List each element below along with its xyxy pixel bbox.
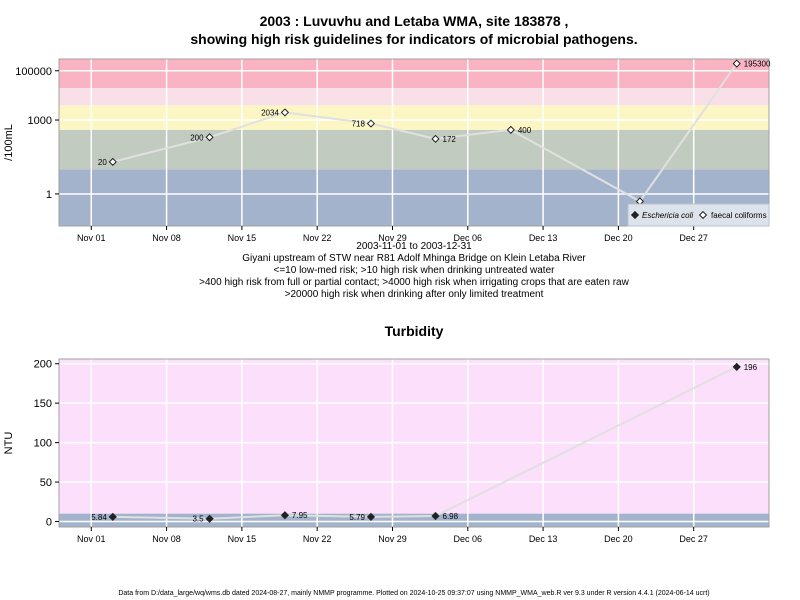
data-label: 7.95 bbox=[292, 511, 308, 520]
x-tick-label: Dec 06 bbox=[454, 534, 483, 544]
x-tick-label: Nov 22 bbox=[303, 534, 332, 544]
data-label: 2034 bbox=[261, 108, 279, 117]
y-tick-label: 1000 bbox=[28, 115, 52, 127]
y-tick-label: 50 bbox=[40, 477, 52, 489]
risk-band bbox=[59, 359, 769, 514]
data-label: 3.5 bbox=[192, 515, 204, 524]
chart-title-line2: showing high risk guidelines for indicat… bbox=[190, 31, 637, 47]
data-point bbox=[108, 512, 117, 521]
data-point bbox=[205, 133, 214, 142]
y-axis-label: NTU bbox=[3, 432, 15, 455]
x-tick-label: Dec 20 bbox=[604, 534, 633, 544]
microbial-chart-panel: 1 1000 100000 Nov 01 Nov 08 Nov 15 Nov 22 Nov 2… bbox=[3, 58, 771, 243]
series-line bbox=[112, 365, 738, 520]
x-tick-label: Nov 15 bbox=[228, 233, 257, 243]
turbidity-chart-panel: 0 50 100 150 200 Nov 01 Nov 08 Nov 15 Nov 22 Nov … bbox=[3, 358, 770, 544]
x-tick-label: Nov 22 bbox=[303, 233, 332, 243]
y-tick-label: 100 bbox=[34, 438, 52, 450]
data-point bbox=[280, 108, 290, 117]
chart-title-line1: 2003 : Luvuvhu and Letaba WMA, site 1838… bbox=[260, 13, 569, 29]
legend-label-faecal: faecal coliforms bbox=[711, 211, 767, 220]
data-label: 172 bbox=[443, 135, 457, 144]
y-axis-label: /100mL bbox=[3, 124, 15, 161]
x-tick-label: Nov 29 bbox=[378, 534, 407, 544]
risk-band bbox=[59, 87, 769, 106]
data-point bbox=[732, 362, 741, 371]
data-point bbox=[108, 157, 117, 166]
caption-risk-2: >400 high risk from full or partial cont… bbox=[199, 277, 629, 288]
data-label: 195300 bbox=[744, 60, 771, 69]
x-tick-label: Dec 20 bbox=[604, 233, 633, 243]
x-tick-label: Nov 29 bbox=[378, 233, 407, 243]
legend-marker-ecoli bbox=[630, 210, 640, 220]
data-label: 5.84 bbox=[91, 513, 107, 522]
caption-risk-3: >20000 high risk when drinking after onl… bbox=[285, 289, 544, 300]
data-point bbox=[431, 511, 440, 521]
y-tick-label: 1 bbox=[46, 189, 52, 201]
y-tick-label: 0 bbox=[46, 516, 52, 528]
data-point bbox=[431, 134, 440, 143]
legend-marker-faecal bbox=[698, 210, 708, 220]
risk-band bbox=[59, 105, 769, 130]
legend-box bbox=[627, 203, 770, 227]
caption-risk-1: <=10 low-med risk; >10 high risk when dr… bbox=[274, 265, 556, 276]
data-point bbox=[506, 125, 515, 134]
x-tick-label: Nov 08 bbox=[152, 233, 181, 243]
caption-date-range: 2003-11-01 to 2003-12-31 bbox=[356, 241, 472, 252]
y-tick-label: 100000 bbox=[15, 66, 52, 78]
data-point bbox=[366, 512, 376, 522]
data-label: 6.98 bbox=[443, 512, 459, 521]
x-tick-label: Nov 01 bbox=[77, 233, 106, 243]
x-tick-label: Dec 13 bbox=[529, 534, 558, 544]
data-point bbox=[280, 511, 290, 520]
data-label: 200 bbox=[190, 133, 204, 142]
risk-band bbox=[59, 59, 769, 88]
x-tick-label: Dec 06 bbox=[454, 233, 483, 243]
data-point bbox=[732, 59, 741, 68]
turbidity-title: Turbidity bbox=[385, 323, 444, 339]
y-tick-label: 150 bbox=[34, 398, 52, 410]
data-label: 5.79 bbox=[349, 513, 365, 522]
plot-border bbox=[58, 58, 770, 227]
x-tick-label: Dec 27 bbox=[679, 534, 708, 544]
legend-label-ecoli: Eschericia coli bbox=[642, 211, 693, 220]
x-tick-label: Nov 01 bbox=[77, 534, 106, 544]
legend: Eschericia coli faecal coliforms bbox=[627, 203, 770, 227]
risk-band bbox=[59, 129, 769, 170]
x-tick-label: Dec 27 bbox=[679, 233, 708, 243]
data-point bbox=[205, 514, 214, 523]
data-point bbox=[366, 119, 376, 128]
data-label: 400 bbox=[518, 126, 532, 135]
x-tick-label: Nov 08 bbox=[152, 534, 181, 544]
x-tick-label: Dec 13 bbox=[529, 233, 558, 243]
data-label: 20 bbox=[98, 158, 107, 167]
data-label: 718 bbox=[352, 120, 366, 129]
x-tick-label: Nov 15 bbox=[228, 534, 257, 544]
y-tick-label: 200 bbox=[34, 359, 52, 371]
caption-site: Giyani upstream of STW near R81 Adolf Mh… bbox=[242, 253, 586, 264]
series-line bbox=[112, 63, 738, 203]
footer-note: Data from D:/data_large/wq/wms.db dated … bbox=[118, 590, 709, 597]
data-label: 196 bbox=[744, 363, 758, 372]
